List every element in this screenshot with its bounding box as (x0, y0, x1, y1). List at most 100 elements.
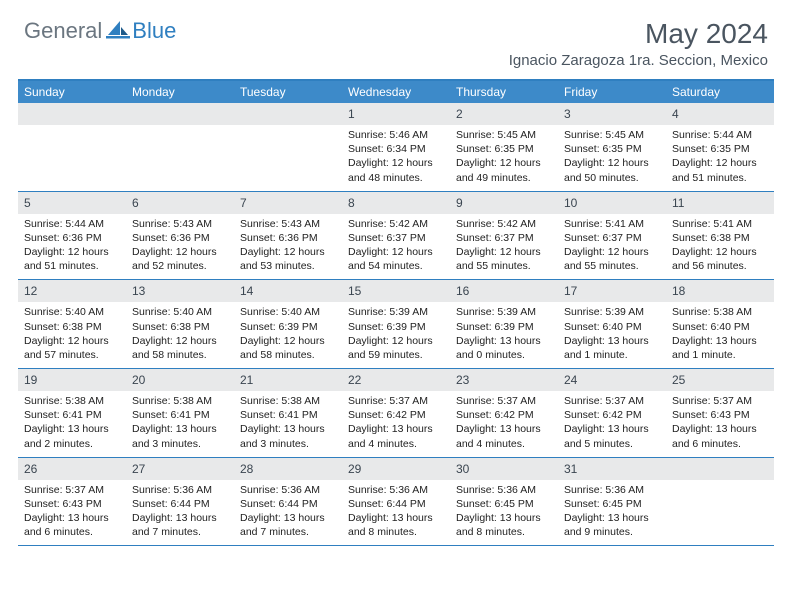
day-cell: 2Sunrise: 5:45 AMSunset: 6:35 PMDaylight… (450, 103, 558, 191)
day-cell: . (126, 103, 234, 191)
day-cell: 11 Sunrise: 5:41 AMSunset: 6:38 PMDayligh… (666, 192, 774, 280)
day-info: Sunrise: 5:45 AMSunset: 6:35 PMDaylight:… (561, 128, 663, 185)
day-cell: 23 Sunrise: 5:37 AMSunset: 6:42 PMDayligh… (450, 369, 558, 457)
brand-part2: Blue (132, 18, 176, 44)
day-info: Sunrise: 5:38 AMSunset: 6:41 PMDaylight:… (129, 394, 231, 451)
day-cell: 17 Sunrise: 5:39 AMSunset: 6:40 PMDayligh… (558, 280, 666, 368)
day-cell: 15Sunrise: 5:39 AMSunset: 6:39 PMDayligh… (342, 280, 450, 368)
day-number: 13 (132, 284, 145, 298)
day-info: Sunrise: 5:37 AMSunset: 6:42 PMDaylight:… (345, 394, 447, 451)
day-info: Sunrise: 5:38 AMSunset: 6:40 PMDaylight:… (669, 305, 771, 362)
day-cell: 27 Sunrise: 5:36 AMSunset: 6:44 PMDayligh… (126, 458, 234, 546)
day-cell: 10 Sunrise: 5:41 AMSunset: 6:37 PMDayligh… (558, 192, 666, 280)
day-info: Sunrise: 5:40 AMSunset: 6:38 PMDaylight:… (21, 305, 123, 362)
day-cell: 20Sunrise: 5:38 AMSunset: 6:41 PMDayligh… (126, 369, 234, 457)
day-number: 30 (456, 462, 469, 476)
day-cell: 5 Sunrise: 5:44 AMSunset: 6:36 PMDaylight… (18, 192, 126, 280)
day-cell: 3 Sunrise: 5:45 AMSunset: 6:35 PMDaylight… (558, 103, 666, 191)
day-cell: 26 Sunrise: 5:37 AMSunset: 6:43 PMDayligh… (18, 458, 126, 546)
day-info: Sunrise: 5:39 AMSunset: 6:39 PMDaylight:… (345, 305, 447, 362)
day-info: Sunrise: 5:37 AMSunset: 6:43 PMDaylight:… (669, 394, 771, 451)
day-cell: 19Sunrise: 5:38 AMSunset: 6:41 PMDayligh… (18, 369, 126, 457)
location-subtitle: Ignacio Zaragoza 1ra. Seccion, Mexico (509, 52, 768, 69)
day-info: Sunrise: 5:42 AMSunset: 6:37 PMDaylight:… (345, 217, 447, 274)
day-info: Sunrise: 5:36 AMSunset: 6:45 PMDaylight:… (453, 483, 555, 540)
day-number: 3 (564, 107, 571, 121)
day-number: 10 (564, 196, 577, 210)
day-info: Sunrise: 5:44 AMSunset: 6:35 PMDaylight:… (669, 128, 771, 185)
day-number: 12 (24, 284, 37, 298)
day-cell: 28Sunrise: 5:36 AMSunset: 6:44 PMDayligh… (234, 458, 342, 546)
day-number: 25 (672, 373, 685, 387)
day-cell: 9 Sunrise: 5:42 AMSunset: 6:37 PMDaylight… (450, 192, 558, 280)
day-header-row: SundayMondayTuesdayWednesdayThursdayFrid… (18, 81, 774, 103)
day-info: Sunrise: 5:38 AMSunset: 6:41 PMDaylight:… (21, 394, 123, 451)
day-info: Sunrise: 5:39 AMSunset: 6:39 PMDaylight:… (453, 305, 555, 362)
day-info: Sunrise: 5:38 AMSunset: 6:41 PMDaylight:… (237, 394, 339, 451)
day-cell: 30 Sunrise: 5:36 AMSunset: 6:45 PMDayligh… (450, 458, 558, 546)
day-cell: 25 Sunrise: 5:37 AMSunset: 6:43 PMDayligh… (666, 369, 774, 457)
month-title: May 2024 (509, 18, 768, 50)
brand-sail-icon (106, 19, 130, 44)
day-number: 27 (132, 462, 145, 476)
day-cell: 4 Sunrise: 5:44 AMSunset: 6:35 PMDaylight… (666, 103, 774, 191)
day-info: Sunrise: 5:37 AMSunset: 6:42 PMDaylight:… (561, 394, 663, 451)
day-info: Sunrise: 5:44 AMSunset: 6:36 PMDaylight:… (21, 217, 123, 274)
day-number: 7 (240, 196, 247, 210)
day-number: 29 (348, 462, 361, 476)
day-cell: . (18, 103, 126, 191)
day-info: Sunrise: 5:41 AMSunset: 6:38 PMDaylight:… (669, 217, 771, 274)
day-number: 26 (24, 462, 37, 476)
day-number: 22 (348, 373, 361, 387)
brand-part1: General (24, 18, 102, 44)
day-number: 9 (456, 196, 463, 210)
day-cell: 1Sunrise: 5:46 AMSunset: 6:34 PMDaylight… (342, 103, 450, 191)
week-row: 19Sunrise: 5:38 AMSunset: 6:41 PMDayligh… (18, 369, 774, 458)
day-cell: 12 Sunrise: 5:40 AMSunset: 6:38 PMDayligh… (18, 280, 126, 368)
day-number: 17 (564, 284, 577, 298)
day-number: 8 (348, 196, 355, 210)
day-info: Sunrise: 5:41 AMSunset: 6:37 PMDaylight:… (561, 217, 663, 274)
day-header-cell: Sunday (18, 81, 126, 103)
day-header-cell: Friday (558, 81, 666, 103)
day-cell: 31 Sunrise: 5:36 AMSunset: 6:45 PMDayligh… (558, 458, 666, 546)
day-cell: 14Sunrise: 5:40 AMSunset: 6:39 PMDayligh… (234, 280, 342, 368)
day-info: Sunrise: 5:42 AMSunset: 6:37 PMDaylight:… (453, 217, 555, 274)
day-number: 31 (564, 462, 577, 476)
day-cell: . (666, 458, 774, 546)
day-info: Sunrise: 5:39 AMSunset: 6:40 PMDaylight:… (561, 305, 663, 362)
day-number: 18 (672, 284, 685, 298)
brand-logo: General Blue (24, 18, 176, 44)
day-number: 5 (24, 196, 31, 210)
week-row: 26 Sunrise: 5:37 AMSunset: 6:43 PMDayligh… (18, 458, 774, 547)
day-cell: 6Sunrise: 5:43 AMSunset: 6:36 PMDaylight… (126, 192, 234, 280)
day-info: Sunrise: 5:36 AMSunset: 6:45 PMDaylight:… (561, 483, 663, 540)
day-info: Sunrise: 5:46 AMSunset: 6:34 PMDaylight:… (345, 128, 447, 185)
day-info: Sunrise: 5:40 AMSunset: 6:38 PMDaylight:… (129, 305, 231, 362)
week-row: 12 Sunrise: 5:40 AMSunset: 6:38 PMDayligh… (18, 280, 774, 369)
day-number: 4 (672, 107, 679, 121)
day-header-cell: Monday (126, 81, 234, 103)
calendar-grid: SundayMondayTuesdayWednesdayThursdayFrid… (18, 79, 774, 546)
day-number: 28 (240, 462, 253, 476)
day-number: 24 (564, 373, 577, 387)
day-cell: 24 Sunrise: 5:37 AMSunset: 6:42 PMDayligh… (558, 369, 666, 457)
day-cell: 22 Sunrise: 5:37 AMSunset: 6:42 PMDayligh… (342, 369, 450, 457)
day-info: Sunrise: 5:37 AMSunset: 6:42 PMDaylight:… (453, 394, 555, 451)
day-header-cell: Saturday (666, 81, 774, 103)
day-cell: 8 Sunrise: 5:42 AMSunset: 6:37 PMDaylight… (342, 192, 450, 280)
day-number: 16 (456, 284, 469, 298)
day-header-cell: Thursday (450, 81, 558, 103)
day-info: Sunrise: 5:43 AMSunset: 6:36 PMDaylight:… (129, 217, 231, 274)
day-info: Sunrise: 5:36 AMSunset: 6:44 PMDaylight:… (129, 483, 231, 540)
day-cell: 7Sunrise: 5:43 AMSunset: 6:36 PMDaylight… (234, 192, 342, 280)
day-cell: 13 Sunrise: 5:40 AMSunset: 6:38 PMDayligh… (126, 280, 234, 368)
day-info: Sunrise: 5:37 AMSunset: 6:43 PMDaylight:… (21, 483, 123, 540)
day-number: 23 (456, 373, 469, 387)
day-number: 11 (672, 196, 684, 210)
day-cell: 18 Sunrise: 5:38 AMSunset: 6:40 PMDayligh… (666, 280, 774, 368)
day-info: Sunrise: 5:36 AMSunset: 6:44 PMDaylight:… (345, 483, 447, 540)
day-number: 2 (456, 107, 463, 121)
day-cell: . (234, 103, 342, 191)
day-cell: 21Sunrise: 5:38 AMSunset: 6:41 PMDayligh… (234, 369, 342, 457)
